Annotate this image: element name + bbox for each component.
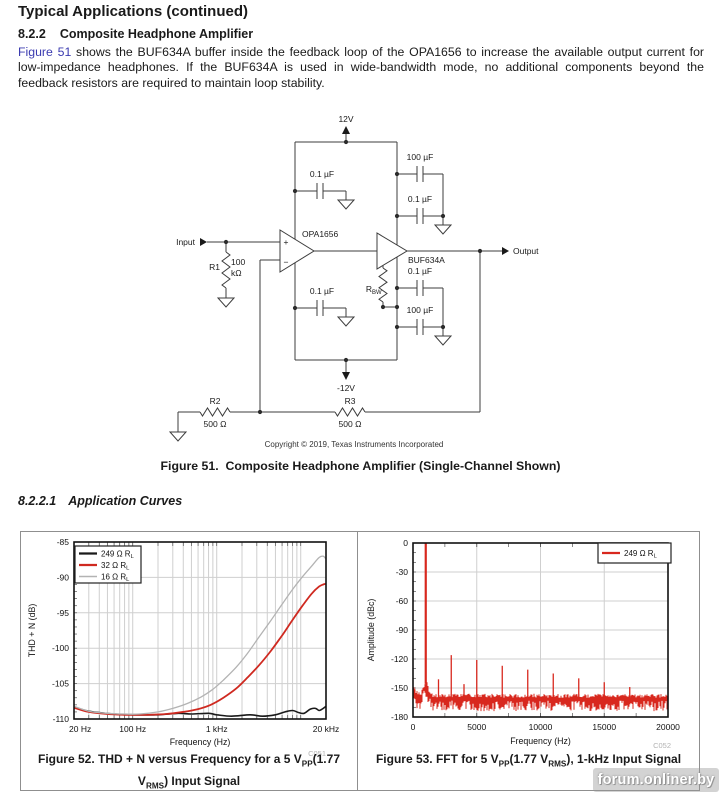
y-axis-title: THD + N (dB) [27, 604, 37, 658]
output-label: Output [513, 246, 539, 256]
y-tick-label: -110 [53, 714, 70, 724]
r1-unit-label: kΩ [231, 268, 242, 278]
chart-code-label: C051 [308, 749, 326, 758]
supply-neg-arrow-icon [342, 372, 350, 380]
x-tick-label: 0 [411, 722, 416, 732]
supply-neg-label: -12V [337, 383, 355, 393]
chart-legend: 249 Ω RL [597, 542, 672, 564]
buffer-symbol [376, 232, 408, 270]
section-title: Typical Applications (continued) [18, 3, 249, 20]
figure53-panel: 0 -30 -60 -90 -120 -150 -180 0 5000 10000 15000 200… [358, 532, 699, 790]
input-arrow-icon [200, 238, 207, 246]
x-tick-label: 5000 [467, 722, 486, 732]
legend-label: 249 Ω RL [624, 549, 658, 560]
legend-label: 249 Ω RL [101, 550, 135, 561]
y-tick-label: -90 [396, 625, 409, 635]
cap-br-100-label: 100 µF [407, 305, 434, 315]
watermark: forum.onliner.by [593, 768, 719, 792]
plot-border [73, 541, 327, 720]
y-tick-label: -105 [52, 679, 69, 689]
x-tick-label: 15000 [592, 722, 616, 732]
plot-border [412, 542, 669, 718]
figure52-panel: -85 -90 -95 -100 -105 -110 20 Hz 100 Hz 1 kHz 20 … [21, 532, 358, 790]
x-axis-title: Frequency (Hz) [510, 736, 571, 746]
subsection-heading: 8.2.2 Composite Headphone Amplifier [18, 27, 253, 41]
legend-label: 16 Ω RL [101, 573, 130, 584]
cap-br-01-label: 0.1 µF [408, 266, 432, 276]
subsubsection-heading: 8.2.2.1 Application Curves [18, 494, 182, 508]
application-curves-panel: -85 -90 -95 -100 -105 -110 20 Hz 100 Hz 1 kHz 20 … [20, 531, 700, 791]
cap-bl-label: 0.1 µF [310, 286, 334, 296]
subsubsection-title: Application Curves [68, 494, 183, 508]
cap-tl-label: 0.1 µF [310, 169, 334, 179]
x-tick-label: 20 Hz [69, 724, 91, 734]
copyright-notice: Copyright © 2019, Texas Instruments Inco… [265, 440, 444, 449]
series-32 [73, 582, 327, 716]
opamp-label: OPA1656 [302, 229, 339, 239]
supply-pos-label: 12V [338, 114, 353, 124]
y-tick-label: 0 [403, 538, 408, 548]
intro-paragraph-text: shows the BUF634A buffer inside the feed… [18, 45, 705, 90]
buffer-label: BUF634A [408, 255, 445, 265]
r1-value-label: 100 [231, 257, 245, 267]
x-axis-title: Frequency (Hz) [170, 737, 231, 747]
y-tick-label: -180 [391, 712, 408, 722]
subsection-title: Composite Headphone Amplifier [59, 27, 254, 41]
y-tick-label: -95 [57, 608, 70, 618]
x-tick-label: 1 kHz [206, 724, 228, 734]
figure-51-link[interactable]: Figure 51 [18, 45, 72, 59]
schematic-wires [168, 134, 502, 442]
input-label: Input [176, 237, 196, 247]
supply-pos-arrow-icon [342, 126, 350, 134]
opamp-plus-label: + [284, 237, 289, 247]
opamp-minus-label: − [284, 257, 289, 267]
subsubsection-number: 8.2.2.1 [18, 494, 57, 508]
cap-tr-01-label: 0.1 µF [408, 194, 432, 204]
legend-box [597, 542, 672, 564]
legend-label: 32 Ω RL [101, 561, 130, 572]
figure51-schematic: 12V -12V 0.1 µF 0.1 µF 100 µF 0.1 µF 0.1… [168, 114, 539, 449]
y-tick-label: -100 [52, 643, 69, 653]
x-tick-label: 10000 [529, 722, 553, 732]
cap-tr-100-label: 100 µF [407, 152, 434, 162]
rbw-label: R [366, 284, 372, 294]
schematic-symbols [200, 126, 509, 415]
schematic-labels: 12V -12V 0.1 µF 0.1 µF 100 µF 0.1 µF 0.1… [176, 114, 539, 449]
y-tick-label: -90 [57, 572, 70, 582]
r1-name-label: R1 [209, 262, 220, 272]
series-16 [73, 555, 327, 715]
x-tick-label: 20 kHz [313, 724, 339, 734]
r2-name-label: R2 [210, 396, 221, 406]
y-tick-label: -30 [396, 567, 409, 577]
figure52-caption: Figure 52. THD + N versus Frequency for … [37, 752, 340, 791]
y-axis-title: Amplitude (dBc) [366, 599, 376, 662]
subsection-number: 8.2.2 [18, 27, 46, 41]
y-tick-label: -150 [391, 683, 408, 693]
opamp-symbol [279, 229, 315, 273]
chart-series [73, 555, 327, 718]
rbw-sub-label: BW [372, 290, 382, 296]
output-arrow-icon [502, 247, 509, 255]
r3-value-label: 500 Ω [339, 419, 362, 429]
figure51-caption: Figure 51. Composite Headphone Amplifier… [160, 459, 561, 473]
figure53-caption: Figure 53. FFT for 5 VPP(1.77 VRMS), 1-k… [375, 752, 682, 769]
y-tick-label: -120 [391, 654, 408, 664]
fft-spikes [424, 543, 631, 698]
x-tick-label: 20000 [656, 722, 680, 732]
fft-noise-floor [413, 680, 668, 712]
y-tick-label: -60 [396, 596, 409, 606]
intro-paragraph: Figure 51 shows the BUF634A buffer insid… [18, 45, 704, 91]
chart-code-label: C052 [653, 741, 671, 750]
r2-value-label: 500 Ω [204, 419, 227, 429]
y-tick-label: -85 [57, 537, 70, 547]
chart-gridlines [413, 543, 668, 717]
r3-name-label: R3 [345, 396, 356, 406]
x-tick-label: 100 Hz [119, 724, 146, 734]
